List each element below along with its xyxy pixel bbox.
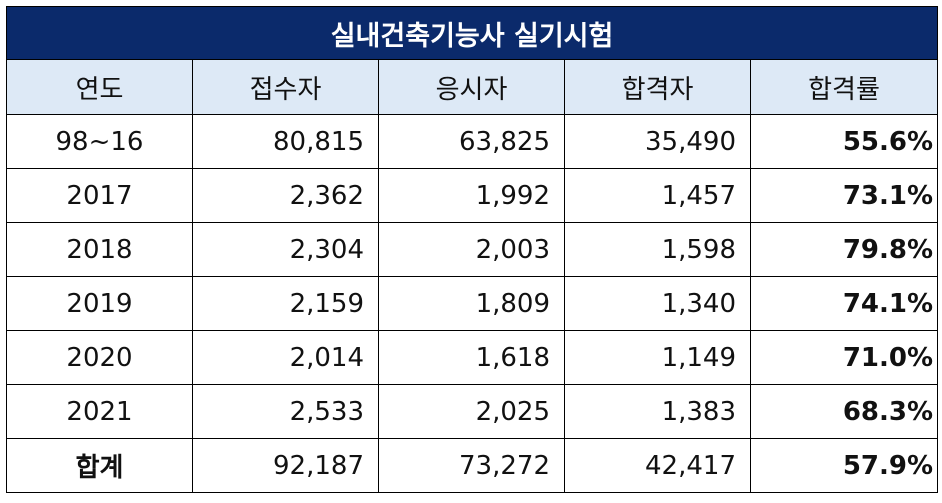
cell-year: 98~16 [6, 114, 193, 169]
cell-year: 2018 [6, 222, 193, 277]
cell-pass-rate: 79.8% [749, 222, 939, 277]
cell-year: 2017 [6, 168, 193, 223]
cell-applicants: 92,187 [192, 438, 379, 493]
cell-applicants: 2,533 [192, 384, 379, 439]
cell-examinees: 1,809 [378, 276, 565, 331]
table-row: 98~16 80,815 63,825 35,490 55.6% [6, 114, 939, 169]
title-row: 실내건축기능사 실기시험 [5, 6, 939, 60]
cell-applicants: 2,159 [192, 276, 379, 331]
exam-stats-table: 실내건축기능사 실기시험 연도 접수자 응시자 합격자 합격률 98~16 80… [5, 6, 939, 493]
header-row: 연도 접수자 응시자 합격자 합격률 [6, 59, 939, 115]
cell-year: 2019 [6, 276, 193, 331]
table-row: 2021 2,533 2,025 1,383 68.3% [6, 384, 939, 439]
cell-total-label: 합계 [6, 438, 193, 493]
cell-pass-rate: 73.1% [749, 168, 939, 223]
cell-year: 2021 [6, 384, 193, 439]
table-row: 2020 2,014 1,618 1,149 71.0% [6, 330, 939, 385]
cell-examinees: 2,025 [378, 384, 565, 439]
cell-pass-rate: 55.6% [749, 114, 939, 169]
table-row: 2017 2,362 1,992 1,457 73.1% [6, 168, 939, 223]
exam-stats-table-container: 실내건축기능사 실기시험 연도 접수자 응시자 합격자 합격률 98~16 80… [5, 6, 939, 493]
cell-pass-rate: 57.9% [749, 438, 939, 493]
cell-passers: 35,490 [564, 114, 751, 169]
cell-pass-rate: 74.1% [749, 276, 939, 331]
header-applicants: 접수자 [192, 59, 379, 115]
cell-examinees: 2,003 [378, 222, 565, 277]
table-row: 2018 2,304 2,003 1,598 79.8% [6, 222, 939, 277]
cell-year: 2020 [6, 330, 193, 385]
header-passers: 합격자 [564, 59, 751, 115]
cell-applicants: 2,362 [192, 168, 379, 223]
header-year: 연도 [6, 59, 193, 115]
cell-passers: 1,149 [564, 330, 751, 385]
cell-examinees: 1,992 [378, 168, 565, 223]
cell-pass-rate: 68.3% [749, 384, 939, 439]
header-examinees: 응시자 [378, 59, 565, 115]
table-title: 실내건축기능사 실기시험 [5, 6, 939, 60]
cell-examinees: 63,825 [378, 114, 565, 169]
total-row: 합계 92,187 73,272 42,417 57.9% [6, 438, 939, 493]
cell-passers: 1,457 [564, 168, 751, 223]
header-pass-rate: 합격률 [749, 59, 939, 115]
cell-passers: 1,383 [564, 384, 751, 439]
cell-examinees: 73,272 [378, 438, 565, 493]
cell-examinees: 1,618 [378, 330, 565, 385]
cell-applicants: 2,014 [192, 330, 379, 385]
table-row: 2019 2,159 1,809 1,340 74.1% [6, 276, 939, 331]
cell-passers: 42,417 [564, 438, 751, 493]
cell-applicants: 80,815 [192, 114, 379, 169]
cell-passers: 1,340 [564, 276, 751, 331]
cell-applicants: 2,304 [192, 222, 379, 277]
cell-passers: 1,598 [564, 222, 751, 277]
cell-pass-rate: 71.0% [749, 330, 939, 385]
